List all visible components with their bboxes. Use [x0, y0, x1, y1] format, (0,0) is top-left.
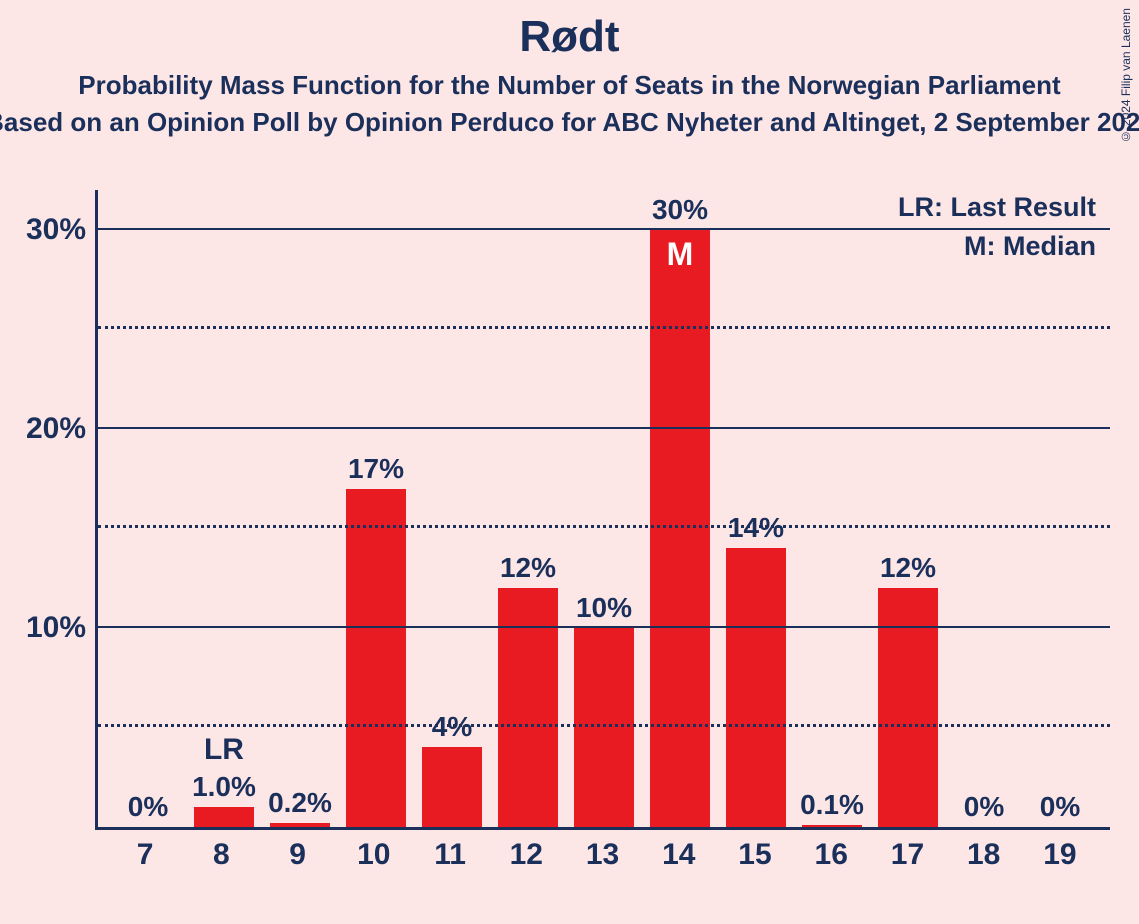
y-tick-label: 20%: [26, 412, 86, 446]
bar-slot: 12%: [490, 190, 566, 827]
x-tick-label: 19: [1022, 838, 1098, 872]
bar: 0.1%: [802, 825, 863, 827]
gridline-minor: [98, 525, 1110, 528]
bar: 4%: [422, 747, 483, 827]
bars-container: 0%1.0%LR0.2%17%4%12%10%30%M14%0.1%12%0%0…: [98, 190, 1110, 827]
bar-slot: 0.2%: [262, 190, 338, 827]
bar: 17%: [346, 489, 407, 827]
bar-slot: 0%: [1022, 190, 1098, 827]
bar: 10%: [574, 628, 635, 827]
bar-value-label: 1.0%: [192, 771, 256, 803]
x-tick-label: 9: [259, 838, 335, 872]
bar-slot: 0.1%: [794, 190, 870, 827]
bar: 0.2%: [270, 823, 331, 827]
bar-value-label: 30%: [652, 194, 708, 226]
bar-slot: 4%: [414, 190, 490, 827]
bar-value-label: 12%: [880, 552, 936, 584]
bar-annotation-lr: LR: [204, 733, 244, 767]
bar-value-label: 0%: [964, 791, 1004, 823]
x-axis: 78910111213141516171819: [95, 838, 1110, 872]
bar: 12%: [878, 588, 939, 827]
x-tick-label: 10: [336, 838, 412, 872]
bar-value-label: 0.2%: [268, 787, 332, 819]
bar-value-label: 0%: [1040, 791, 1080, 823]
y-tick-label: 30%: [26, 213, 86, 247]
chart-subtitle-2: Based on an Opinion Poll by Opinion Perd…: [0, 107, 1139, 138]
bar-slot: 0%: [946, 190, 1022, 827]
x-tick-label: 17: [869, 838, 945, 872]
x-tick-label: 7: [107, 838, 183, 872]
bar-value-label: 0%: [128, 791, 168, 823]
bar: 30%M: [650, 230, 711, 827]
x-tick-label: 13: [564, 838, 640, 872]
gridline-minor: [98, 724, 1110, 727]
bar-value-label: 0.1%: [800, 789, 864, 821]
x-tick-label: 14: [641, 838, 717, 872]
bar-slot: 30% M: [642, 190, 718, 827]
x-tick-label: 8: [183, 838, 259, 872]
chart-subtitle-1: Probability Mass Function for the Number…: [0, 70, 1139, 101]
chart-title: Rødt: [0, 0, 1139, 62]
bar: 14%: [726, 548, 787, 827]
bar: 12%: [498, 588, 559, 827]
bar-annotation-m: M: [667, 236, 694, 273]
bar-value-label: 10%: [576, 592, 632, 624]
gridline-minor: [98, 326, 1110, 329]
chart-legend: LR: Last Result M: Median: [898, 192, 1096, 270]
bar-value-label: 17%: [348, 453, 404, 485]
bar-slot: 10%: [566, 190, 642, 827]
bar-slot: 14%: [718, 190, 794, 827]
copyright-notice: © 2024 Filip van Laenen: [1119, 8, 1133, 143]
x-tick-label: 18: [946, 838, 1022, 872]
gridline-major: [98, 427, 1110, 429]
bar-value-label: 12%: [500, 552, 556, 584]
legend-m: M: Median: [898, 231, 1096, 262]
gridline-major: [98, 626, 1110, 628]
chart-area: LR: Last Result M: Median 0% 1.0% LR 0.2% 17…: [95, 190, 1110, 890]
bar-slot: 17%: [338, 190, 414, 827]
bar-slot: 1.0% LR: [186, 190, 262, 827]
x-tick-label: 12: [488, 838, 564, 872]
plot-region: 0%1.0%LR0.2%17%4%12%10%30%M14%0.1%12%0%0…: [95, 190, 1110, 830]
legend-lr: LR: Last Result: [898, 192, 1096, 223]
y-tick-label: 10%: [26, 611, 86, 645]
bar: 1.0%LR: [194, 807, 255, 827]
x-tick-label: 11: [412, 838, 488, 872]
x-tick-label: 15: [717, 838, 793, 872]
x-tick-label: 16: [793, 838, 869, 872]
bar-slot: 12%: [870, 190, 946, 827]
bar-slot: 0%: [110, 190, 186, 827]
